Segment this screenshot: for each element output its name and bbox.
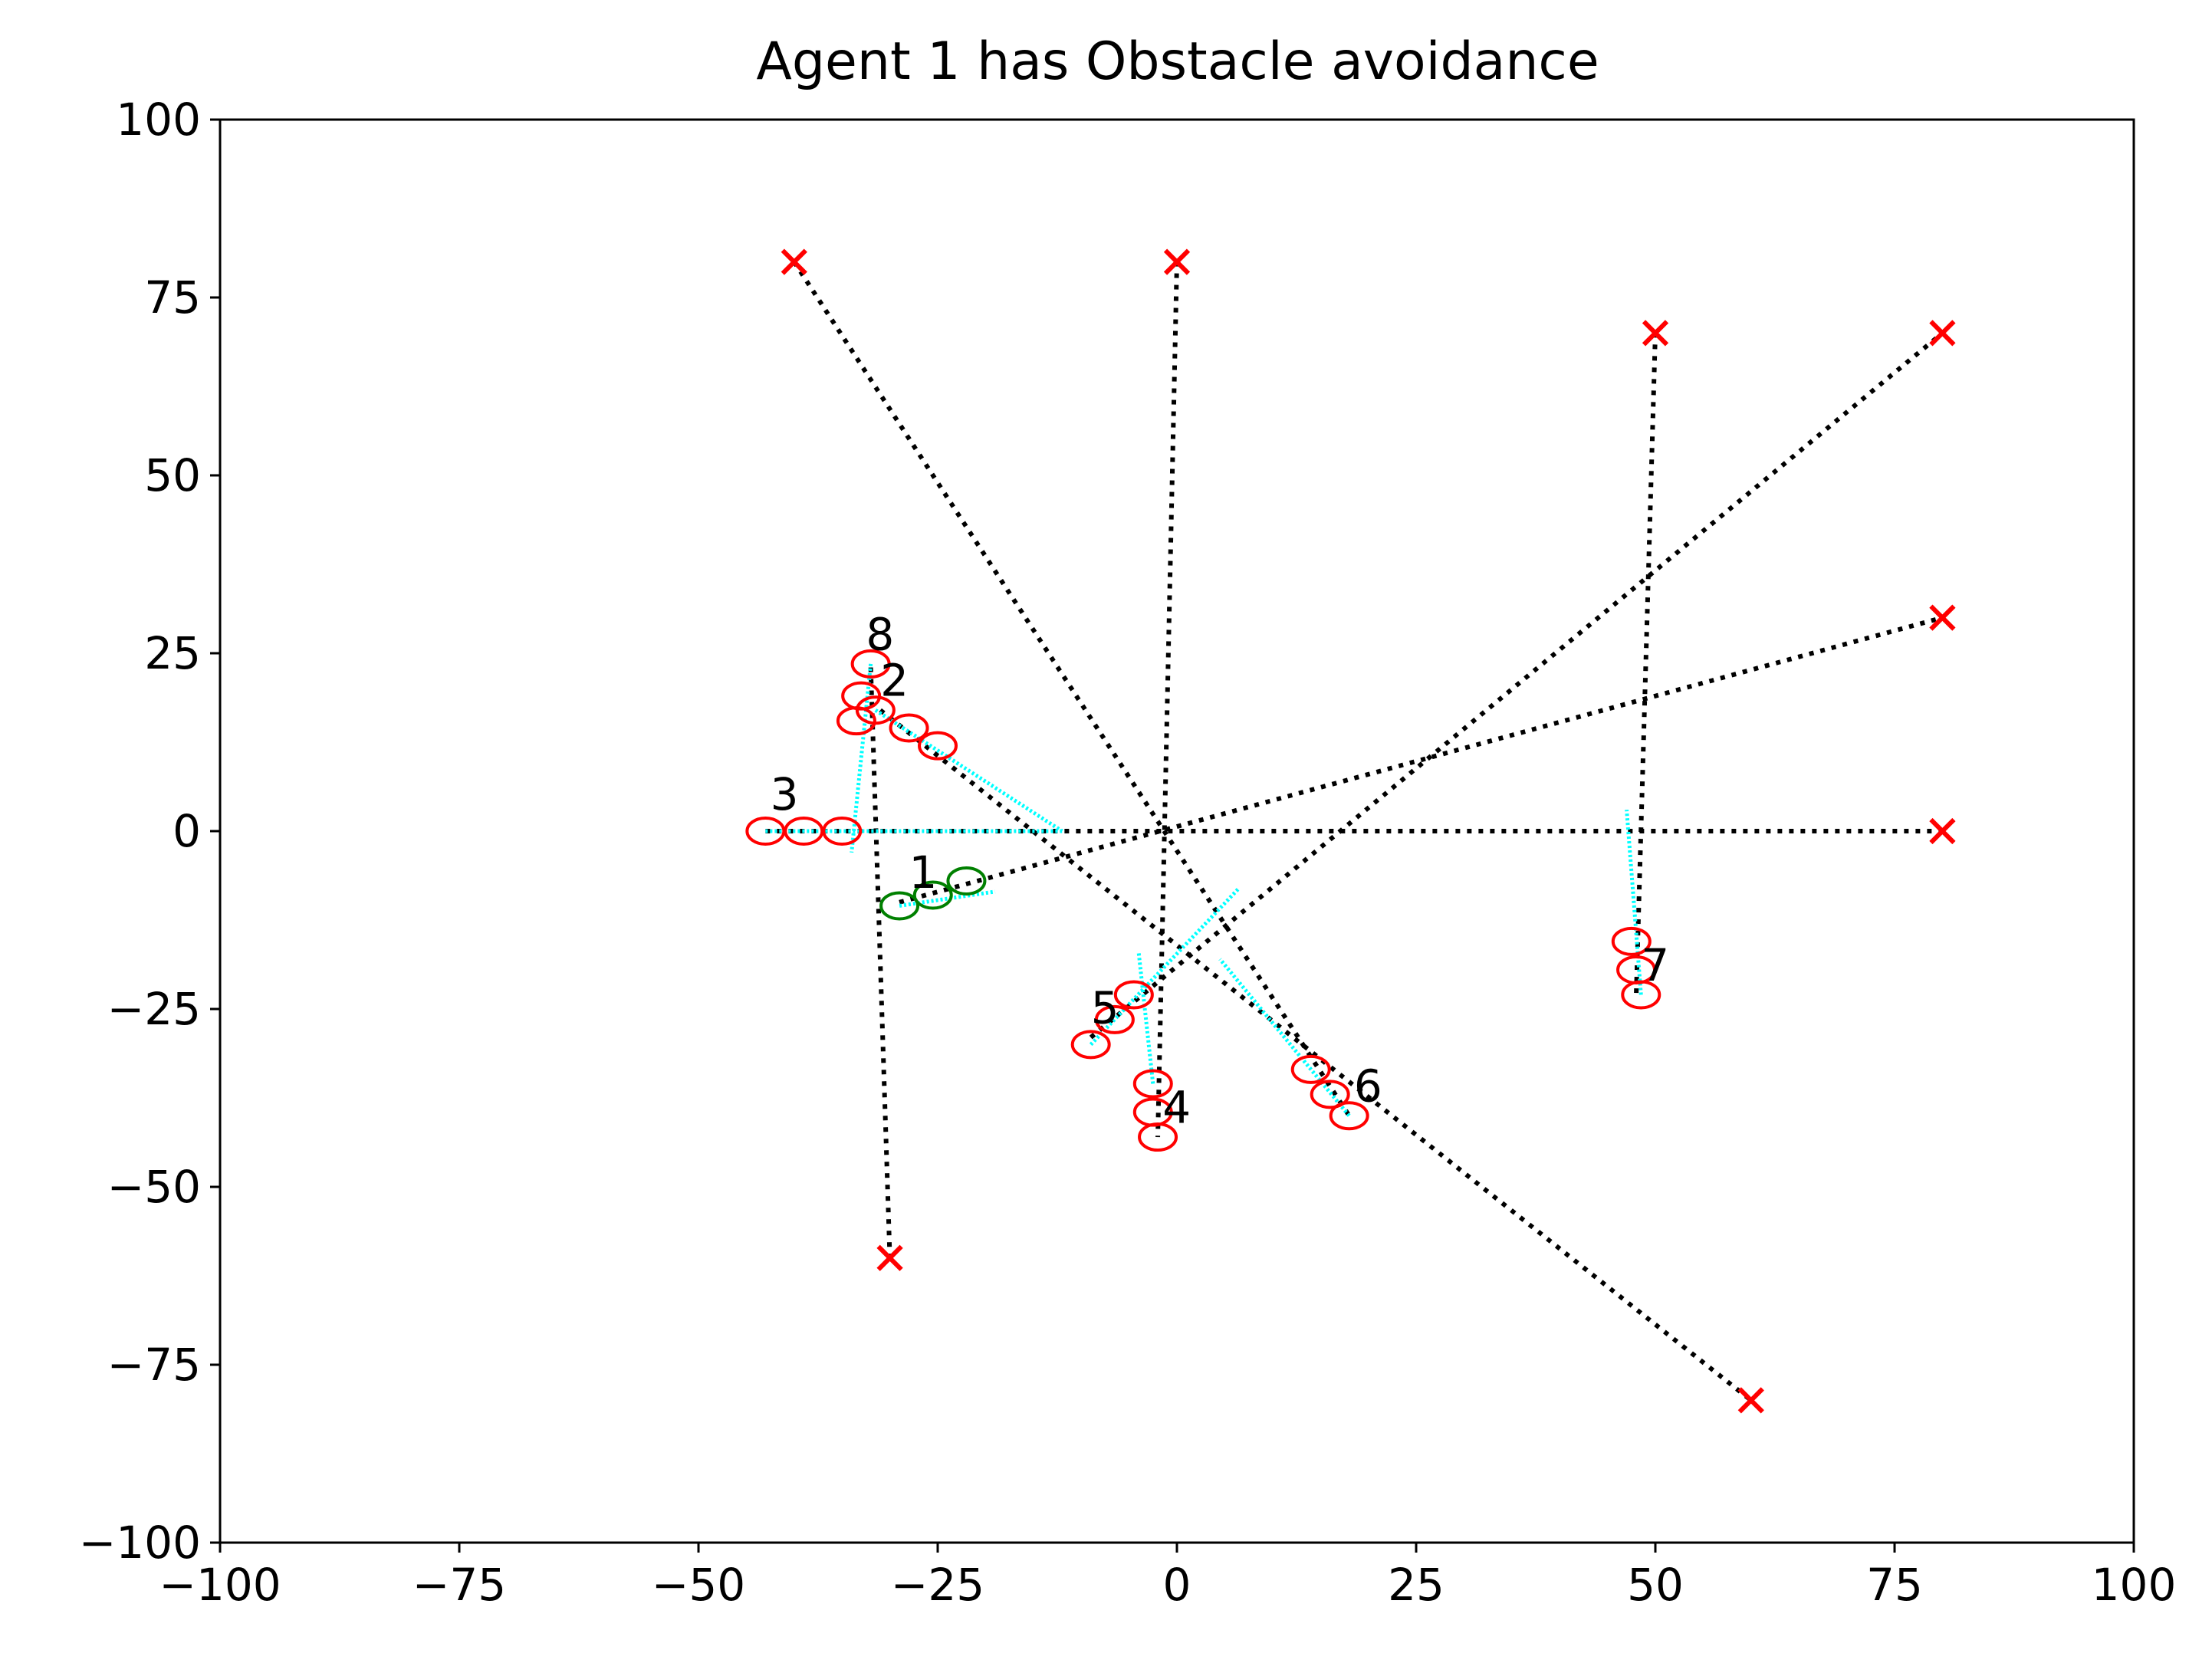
- goal-x-marker: [1929, 604, 1956, 631]
- agent-markers: [745, 649, 1661, 1152]
- agent-8-position-marker: [836, 706, 876, 736]
- agent-1-label: 1: [909, 846, 938, 899]
- planned-path-line: [1155, 261, 1179, 1138]
- x-tick-label: 50: [1627, 1559, 1684, 1611]
- goal-x-marker: [1642, 320, 1669, 347]
- y-tick-label: −100: [79, 1517, 201, 1569]
- agent-4-position-marker: [1132, 1069, 1173, 1099]
- planned-path-line: [879, 708, 1753, 1402]
- y-axis: −100 −75 −50 −25 0 25 50 75 100: [79, 94, 220, 1569]
- x-tick-label: 100: [2092, 1559, 2177, 1611]
- planned-path-line: [792, 260, 1352, 1117]
- goal-x-marker: [1929, 817, 1956, 845]
- agent-2-position-marker: [889, 713, 929, 743]
- goal-x-stroke: [1929, 817, 1956, 845]
- agent-7-label: 7: [1641, 939, 1669, 991]
- x-tick-label: −50: [652, 1559, 745, 1611]
- y-tick-label: 0: [173, 805, 201, 857]
- agent-2-label: 2: [880, 655, 909, 707]
- y-tick-label: 25: [144, 627, 201, 679]
- agent-1-position-marker: [879, 891, 920, 921]
- goal-markers: [781, 248, 1956, 1414]
- agent-4-trail: [1136, 951, 1155, 1084]
- goal-x-stroke: [1163, 248, 1191, 275]
- agent-8-position-marker: [850, 649, 891, 679]
- agent-6-position-marker: [1329, 1101, 1369, 1131]
- y-tick-label: −50: [107, 1161, 201, 1213]
- agent-3-label: 3: [771, 768, 799, 820]
- y-tick-label: −25: [107, 983, 201, 1035]
- planned-paths: [765, 260, 1944, 1402]
- agent-1-position-marker: [912, 880, 953, 910]
- goal-x-marker: [876, 1244, 903, 1271]
- agent-5-label: 5: [1091, 982, 1119, 1034]
- agent-2-trail: [874, 708, 1063, 833]
- agent-5-position-marker: [1070, 1030, 1111, 1060]
- x-tick-label: −100: [159, 1559, 281, 1611]
- goal-x-marker: [1163, 248, 1191, 275]
- agent-4-position-marker: [1138, 1122, 1178, 1152]
- planned-path-line: [1634, 333, 1658, 995]
- x-tick-label: 0: [1163, 1559, 1191, 1611]
- goal-x-stroke: [781, 248, 807, 275]
- goal-x-stroke: [1642, 320, 1669, 347]
- agent-8-label: 8: [866, 608, 894, 660]
- goal-x-stroke: [1929, 604, 1956, 631]
- agent-7-trail: [1625, 809, 1643, 995]
- x-tick-label: −75: [412, 1559, 506, 1611]
- y-tick-label: −75: [107, 1339, 201, 1391]
- x-tick-label: 75: [1866, 1559, 1923, 1611]
- agent-5-position-marker: [1094, 1004, 1135, 1034]
- x-axis: −100 −75 −50 −25 0 25 50 75 100: [159, 1543, 2176, 1611]
- agent-6-trail: [1218, 958, 1351, 1117]
- agent-6-position-marker: [1290, 1054, 1331, 1084]
- y-tick-label: 50: [144, 449, 201, 501]
- agent-3-position-marker: [822, 817, 863, 846]
- goal-x-marker: [1737, 1387, 1764, 1414]
- agent-6-label: 6: [1354, 1060, 1382, 1113]
- agent-5-position-marker: [1113, 980, 1154, 1010]
- planned-path-line: [868, 667, 892, 1258]
- goal-x-stroke: [876, 1244, 903, 1271]
- agent-6-position-marker: [1310, 1080, 1350, 1109]
- goal-x-marker: [1929, 320, 1956, 347]
- chart-title: Agent 1 has Obstacle avoidance: [756, 31, 1599, 92]
- planned-path-line: [1089, 331, 1944, 1040]
- agent-8-trail: [850, 663, 873, 853]
- agent-2-position-marker: [918, 731, 958, 761]
- x-tick-label: 25: [1388, 1559, 1445, 1611]
- planned-path-line: [899, 615, 1944, 905]
- x-tick-label: −25: [891, 1559, 984, 1611]
- goal-x-stroke: [1737, 1387, 1764, 1414]
- goal-x-marker: [781, 248, 807, 275]
- agent-1-position-marker: [946, 866, 987, 896]
- agent-4-label: 4: [1162, 1081, 1191, 1133]
- agent-5-trail: [1089, 886, 1241, 1047]
- agent-labels: 1 2 3 45 6 7 8: [771, 608, 1670, 1133]
- y-tick-label: 75: [144, 271, 201, 324]
- goal-x-stroke: [1929, 320, 1956, 347]
- agent-7-position-marker: [1621, 980, 1661, 1010]
- y-tick-label: 100: [116, 94, 201, 146]
- agent-7-position-marker: [1611, 926, 1652, 956]
